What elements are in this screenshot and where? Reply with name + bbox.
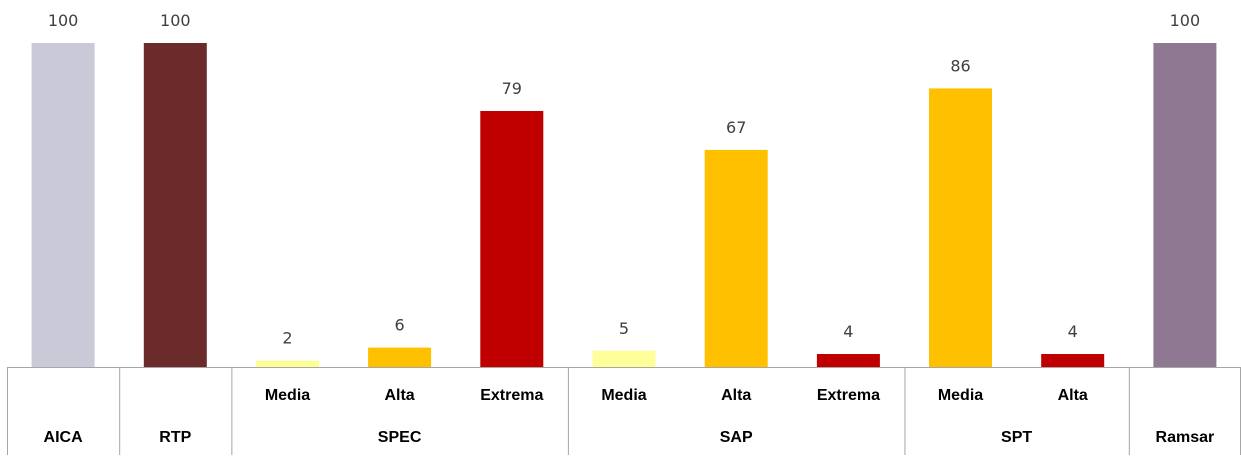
value-label: 5 [619,319,629,338]
category-label: Extrema [817,387,880,404]
bar-spec-media [256,360,319,367]
bar-spec-alta [368,347,432,367]
category-label: Media [601,387,646,404]
category-label: Extrema [480,387,543,404]
category-label: Media [265,387,310,404]
bar-sap-extrema [816,354,880,367]
group-label: SPEC [378,429,422,446]
bar-aica [31,43,95,367]
group-label: SPT [1001,429,1032,446]
bar-spec-extrema [480,111,544,367]
bar-rtp [143,43,207,367]
value-label: 67 [726,118,746,137]
bar-ramsar [1153,43,1217,367]
value-labels-layer: 100 100 2 6 79 5 67 4 86 4 100 [48,11,1200,348]
value-label: 100 [160,11,191,30]
category-label: Alta [1058,387,1088,404]
bar-sap-alta [704,149,768,367]
category-label: Alta [384,387,414,404]
value-label: 100 [1170,11,1201,30]
group-label: Ramsar [1156,429,1215,446]
group-label: RTP [159,429,191,446]
bars-layer [31,43,1217,368]
value-label: 86 [950,56,970,75]
value-label: 4 [1068,322,1078,341]
bar-sap-media [592,350,656,367]
value-label: 6 [395,316,405,335]
category-label: Media [938,387,983,404]
group-label: SAP [720,429,753,446]
value-label: 2 [282,329,292,348]
value-label: 100 [48,11,79,30]
value-label: 4 [843,322,853,341]
bar-spt-alta [1041,354,1105,367]
group-label: AICA [44,429,84,446]
bar-spt-media [929,88,992,368]
category-axis: Media Alta Extrema Media Alta Extrema Media Alt… [7,367,1241,455]
category-label: Alta [721,387,751,404]
value-label: 79 [502,79,522,98]
